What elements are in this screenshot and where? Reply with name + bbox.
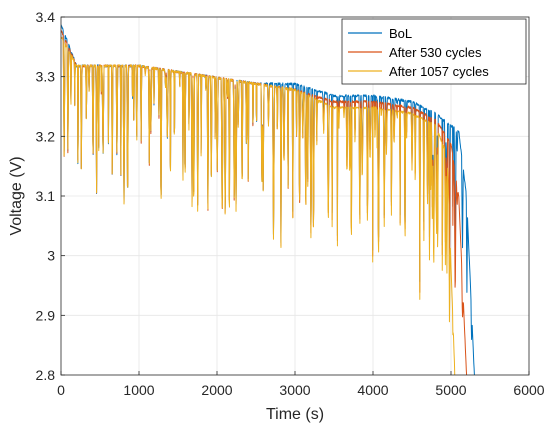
legend-label: After 1057 cycles (389, 64, 489, 79)
x-tick-label: 5000 (435, 382, 466, 398)
y-tick-label: 3.4 (36, 9, 56, 25)
x-tick-label: 1000 (123, 382, 154, 398)
legend: BoL After 530 cycles After 1057 cycles (341, 18, 527, 85)
y-axis-label: Voltage (V) (8, 156, 25, 235)
x-tick-label: 3000 (279, 382, 310, 398)
series-line-2 (61, 36, 456, 375)
y-tick-label: 2.9 (36, 307, 56, 323)
y-tick-label: 3.3 (36, 69, 56, 85)
series-layer (61, 24, 475, 375)
x-axis-label: Time (s) (266, 406, 324, 423)
x-tick-label: 6000 (513, 382, 544, 398)
y-tick-label: 2.8 (36, 367, 56, 383)
x-tick-label: 4000 (357, 382, 388, 398)
y-tick-label: 3.2 (36, 128, 56, 144)
legend-label: After 530 cycles (389, 45, 482, 60)
x-tick-label: 2000 (201, 382, 232, 398)
y-tick-label: 3.1 (36, 188, 56, 204)
ticks: 0 1000 2000 3000 4000 5000 6000 2.8 2.9 3 3.1 3.2 3.… (36, 9, 545, 398)
legend-label: BoL (389, 26, 412, 41)
y-tick-label: 3 (47, 248, 55, 264)
x-tick-label: 0 (57, 382, 65, 398)
